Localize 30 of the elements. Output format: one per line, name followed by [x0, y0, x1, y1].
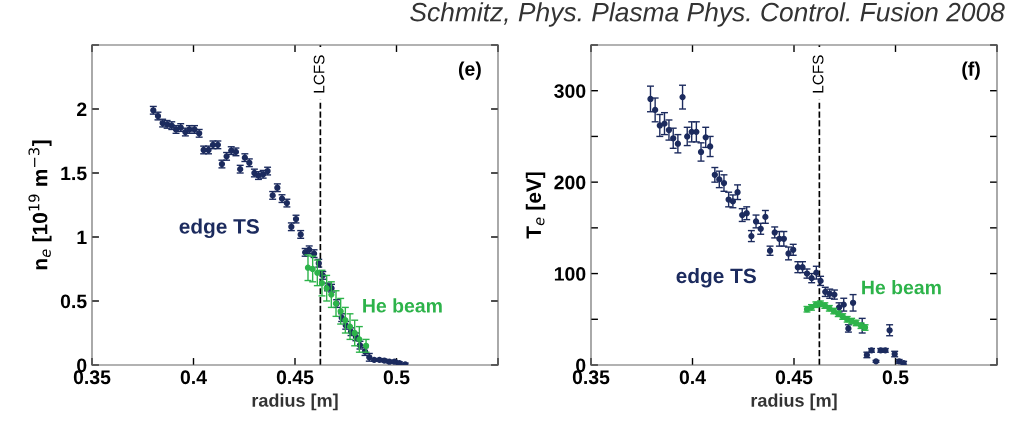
series-label: He beam: [363, 298, 442, 313]
ref-line-label: LCFS: [812, 55, 824, 93]
x-tick-label: 0.5: [383, 370, 410, 385]
y-tick-label: 1: [77, 230, 87, 245]
y-tick-label: 2: [77, 102, 87, 117]
y-axis-title: n$_{e}$ [10$^{19}$ m$^{−3}$]: [28, 140, 52, 270]
x-axis-title: radius [m]: [751, 393, 837, 411]
series-label: He beam: [862, 280, 941, 295]
x-tick-label: 0.4: [180, 370, 207, 385]
y-tick-label: 0: [576, 358, 586, 373]
x-tick-label: 0.5: [882, 370, 909, 385]
chart-title: Schmitz, Phys. Plasma Phys. Control. Fusion 2008: [410, 2, 1005, 27]
y-tick-label: 100: [554, 267, 586, 281]
y-tick-label: 0: [77, 358, 87, 373]
y-axis-title: T$_{e}$ [eV]: [525, 172, 546, 239]
x-tick-label: 0.35: [572, 370, 610, 385]
y-tick-label: 200: [554, 175, 586, 190]
y-tick-label: 0.5: [60, 294, 87, 309]
y-tick-label: 1.5: [61, 166, 87, 181]
x-tick-label: 0.4: [679, 370, 706, 385]
annotation: (e): [458, 61, 481, 80]
ref-line-label: LCFS: [313, 55, 325, 93]
x-tick-label: 0.35: [73, 370, 111, 385]
annotation: (f): [962, 61, 980, 80]
y-tick-label: 300: [554, 84, 586, 98]
x-tick-label: 0.45: [775, 370, 813, 385]
x-axis-title: radius [m]: [252, 393, 338, 411]
series-label: edge TS: [676, 267, 756, 288]
x-tick-label: 0.45: [276, 370, 314, 385]
series-label: edge TS: [179, 218, 259, 239]
